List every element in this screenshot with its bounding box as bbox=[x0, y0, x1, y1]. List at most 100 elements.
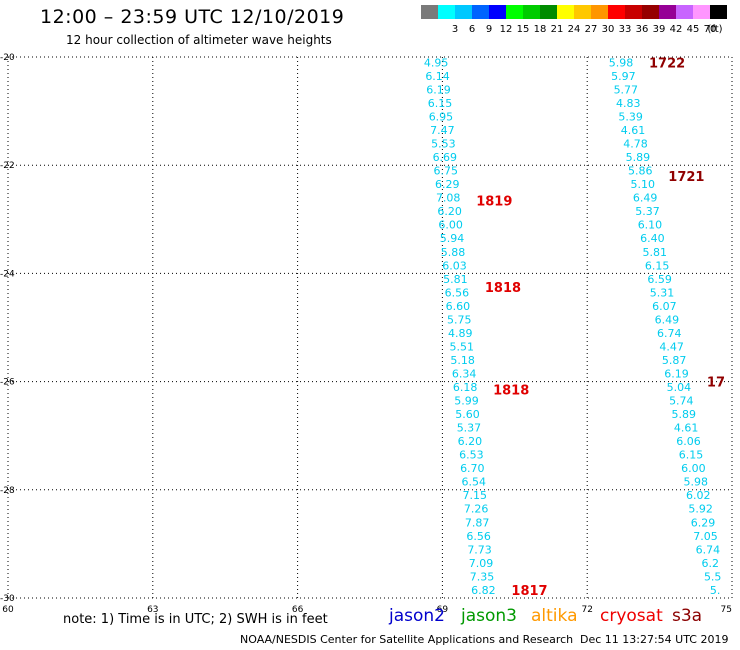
wave-height-value: 6.14 bbox=[425, 70, 450, 83]
mission-altika: altika bbox=[531, 606, 578, 626]
wave-height-value: 6.06 bbox=[676, 435, 701, 448]
pass-number-label: 1721 bbox=[668, 170, 704, 185]
wave-height-value: 5.60 bbox=[455, 408, 480, 421]
legend-swatch bbox=[472, 5, 489, 19]
wave-height-value: 6.59 bbox=[647, 273, 672, 286]
wave-height-value: 6.15 bbox=[679, 449, 704, 462]
legend-swatch bbox=[693, 5, 710, 19]
wave-height-value: 6.75 bbox=[434, 165, 459, 178]
legend-swatch bbox=[710, 5, 727, 19]
wave-height-value: 5.98 bbox=[609, 56, 634, 69]
wave-height-value: 6.00 bbox=[681, 462, 706, 475]
wave-height-value: 7.73 bbox=[467, 543, 492, 556]
wave-height-value: 5.37 bbox=[635, 205, 660, 218]
wave-height-value: 4.61 bbox=[621, 124, 646, 137]
legend-swatch bbox=[625, 5, 642, 19]
pass-number-label: 1818 bbox=[485, 281, 521, 296]
legend-label: 45 bbox=[687, 24, 700, 35]
wave-height-value: 5.18 bbox=[450, 354, 475, 367]
wave-height-value: 6.19 bbox=[426, 83, 451, 96]
wave-height-value: 5.74 bbox=[669, 395, 694, 408]
mission-jason2: jason2 bbox=[389, 606, 445, 626]
legend-label: 12 bbox=[500, 24, 513, 35]
wave-height-value: 6.15 bbox=[428, 97, 453, 110]
wave-height-value: 4.95 bbox=[424, 56, 449, 69]
wave-height-value: 6.02 bbox=[686, 489, 711, 502]
legend-label: 39 bbox=[653, 24, 666, 35]
wave-height-value: 5.97 bbox=[611, 70, 636, 83]
wave-height-value: 7.87 bbox=[465, 516, 490, 529]
y-tick-label: -30 bbox=[0, 594, 15, 604]
wave-height-value: 6.2 bbox=[702, 557, 720, 570]
wave-height-value: 5. bbox=[710, 584, 721, 597]
legend-swatch bbox=[574, 5, 591, 19]
wave-height-value: 6.20 bbox=[437, 205, 462, 218]
legend-swatch bbox=[608, 5, 625, 19]
wave-height-value: 7.35 bbox=[470, 570, 495, 583]
wave-height-value: 7.05 bbox=[693, 530, 718, 543]
wave-height-value: 6.56 bbox=[466, 530, 491, 543]
footer-note: note: 1) Time is in UTC; 2) SWH is in fe… bbox=[63, 612, 328, 627]
x-tick-label: 66 bbox=[292, 605, 304, 615]
y-tick-label: -24 bbox=[0, 269, 15, 279]
wave-height-value: 6.69 bbox=[433, 151, 458, 164]
wave-height-value: 5.98 bbox=[684, 476, 709, 489]
legend-swatch bbox=[659, 5, 676, 19]
x-tick-label: 69 bbox=[437, 605, 449, 615]
mission-jason3: jason3 bbox=[461, 606, 517, 626]
wave-height-value: 6.10 bbox=[638, 219, 663, 232]
wave-height-value: 7.26 bbox=[464, 503, 489, 516]
wave-height-value: 6.95 bbox=[429, 111, 454, 124]
y-tick-label: -22 bbox=[0, 161, 15, 171]
wave-height-value: 6.07 bbox=[652, 300, 677, 313]
legend-swatch bbox=[642, 5, 659, 19]
y-tick-label: -26 bbox=[0, 378, 15, 388]
wave-height-value: 6.74 bbox=[657, 327, 682, 340]
wave-height-value: 5.81 bbox=[443, 273, 468, 286]
legend-swatch bbox=[523, 5, 540, 19]
wave-height-value: 6.03 bbox=[442, 259, 467, 272]
legend-label: 70 bbox=[704, 24, 717, 35]
wave-height-value: 6.34 bbox=[452, 367, 477, 380]
legend-label: 15 bbox=[517, 24, 530, 35]
legend-swatch bbox=[506, 5, 523, 19]
wave-height-value: 6.40 bbox=[640, 232, 665, 245]
legend-label: 3 bbox=[452, 24, 458, 35]
wave-height-value: 7.15 bbox=[462, 489, 487, 502]
wave-height-value: 6.53 bbox=[459, 449, 484, 462]
wave-height-value: 5.04 bbox=[667, 381, 692, 394]
wave-height-value: 4.47 bbox=[659, 340, 684, 353]
wave-height-value: 5.92 bbox=[688, 503, 713, 516]
wave-height-value: 7.08 bbox=[436, 192, 461, 205]
wave-height-value: 6.29 bbox=[691, 516, 716, 529]
wave-height-value: 5.39 bbox=[618, 111, 643, 124]
legend-label: 24 bbox=[568, 24, 581, 35]
legend-swatch bbox=[591, 5, 608, 19]
wave-height-value: 4.78 bbox=[623, 138, 648, 151]
legend-swatch bbox=[455, 5, 472, 19]
legend-label: 21 bbox=[551, 24, 564, 35]
wave-height-value: 6.82 bbox=[471, 584, 496, 597]
wave-height-value: 5.86 bbox=[628, 165, 653, 178]
page-title: 12:00 – 23:59 UTC 12/10/2019 bbox=[40, 6, 345, 28]
page-subtitle: 12 hour collection of altimeter wave hei… bbox=[66, 33, 332, 47]
legend-swatch bbox=[489, 5, 506, 19]
wave-height-value: 6.60 bbox=[446, 300, 471, 313]
legend-label: 27 bbox=[585, 24, 598, 35]
wave-height-value: 5.81 bbox=[643, 246, 668, 259]
wave-height-value: 5.37 bbox=[457, 422, 482, 435]
wave-height-value: 6.15 bbox=[645, 259, 670, 272]
pass-number-label: 1819 bbox=[476, 194, 512, 209]
legend-swatch bbox=[676, 5, 693, 19]
legend-swatch bbox=[540, 5, 557, 19]
legend-label: 6 bbox=[469, 24, 475, 35]
wave-height-value: 5.31 bbox=[650, 286, 675, 299]
wave-height-value: 4.89 bbox=[448, 327, 473, 340]
legend-swatch bbox=[557, 5, 574, 19]
wave-height-value: 5.94 bbox=[440, 232, 465, 245]
legend-label: 30 bbox=[602, 24, 615, 35]
pass-number-label: 1817 bbox=[511, 584, 547, 599]
x-tick-label: 60 bbox=[2, 605, 14, 615]
legend-unit: (ft) bbox=[707, 24, 722, 35]
x-tick-label: 72 bbox=[581, 605, 592, 615]
